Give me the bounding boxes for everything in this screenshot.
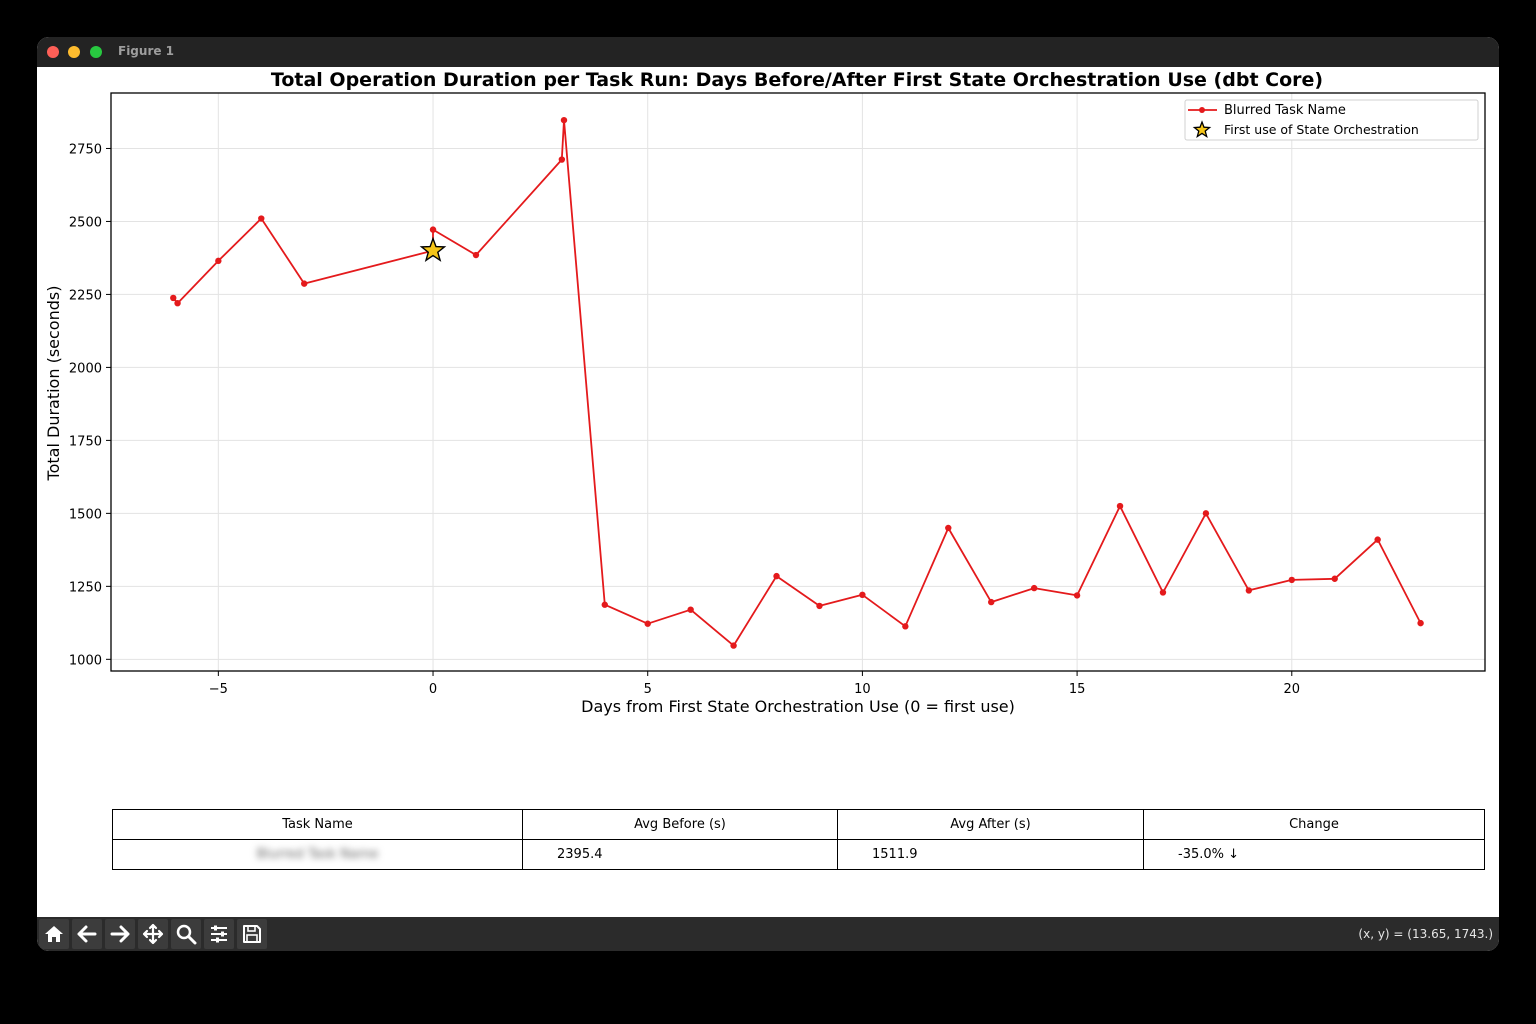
data-point bbox=[988, 598, 995, 606]
pan-icon bbox=[142, 923, 164, 945]
data-point bbox=[1073, 592, 1081, 599]
title-bar: Figure 1 bbox=[37, 37, 1499, 67]
legend-star-icon bbox=[1192, 120, 1212, 138]
data-point bbox=[174, 299, 181, 307]
data-point bbox=[1030, 584, 1038, 592]
x-tick-label: 5 bbox=[644, 682, 652, 697]
table-header-row: Task Name Avg Before (s) Avg After (s) C… bbox=[112, 809, 1485, 840]
axis-ticks: −5 0 5 10 15 20 1000 1250 1500 1750 2000 2250 2500 27… bbox=[69, 142, 1300, 697]
series-layer bbox=[170, 116, 1424, 649]
data-point bbox=[301, 280, 308, 287]
x-tick-label: −5 bbox=[209, 682, 228, 697]
data-point bbox=[945, 524, 952, 532]
data-point bbox=[902, 623, 909, 630]
data-point bbox=[258, 215, 265, 222]
back-icon bbox=[77, 925, 97, 943]
data-point bbox=[1288, 576, 1295, 584]
figure-window: Figure 1 Total Operation Duration per Ta… bbox=[37, 37, 1499, 951]
y-tick-label: 2000 bbox=[69, 361, 102, 376]
data-point bbox=[1202, 510, 1210, 517]
chart-title: Total Operation Duration per Task Run: D… bbox=[271, 69, 1323, 91]
grid bbox=[111, 93, 1485, 671]
data-point bbox=[687, 606, 694, 613]
legend-dot-swatch bbox=[1199, 107, 1205, 113]
y-tick-label: 1500 bbox=[69, 507, 102, 522]
y-tick-label: 2250 bbox=[69, 288, 102, 303]
summary-table: Task Name Avg Before (s) Avg After (s) C… bbox=[112, 809, 1485, 870]
line-chart: Total Operation Duration per Task Run: D… bbox=[44, 69, 1486, 716]
navigation-toolbar: (x, y) = (13.65, 1743.) bbox=[37, 917, 1499, 951]
data-point bbox=[1116, 502, 1124, 510]
data-point bbox=[1417, 619, 1424, 627]
series-line bbox=[172, 119, 1422, 647]
minimize-button[interactable] bbox=[68, 46, 80, 58]
data-point bbox=[1159, 589, 1167, 596]
figure-canvas[interactable]: Total Operation Duration per Task Run: D… bbox=[37, 67, 1499, 917]
data-point bbox=[1245, 587, 1253, 594]
data-point bbox=[170, 294, 177, 302]
legend-series-label: Blurred Task Name bbox=[1224, 103, 1346, 118]
legend: Blurred Task Name First use of State Orc… bbox=[1184, 99, 1479, 141]
configure-icon bbox=[211, 925, 227, 943]
x-axis-label: Days from First State Orchestration Use … bbox=[581, 697, 1015, 716]
y-tick-label: 1250 bbox=[69, 580, 102, 595]
home-button[interactable] bbox=[39, 919, 69, 949]
x-tick-label: 20 bbox=[1284, 682, 1301, 697]
axes-frame bbox=[110, 92, 1486, 672]
close-button[interactable] bbox=[47, 46, 59, 58]
data-point bbox=[560, 116, 568, 124]
data-point bbox=[859, 591, 866, 599]
cursor-coordinates: (x, y) = (13.65, 1743.) bbox=[1358, 927, 1493, 941]
configure-button[interactable] bbox=[204, 919, 234, 949]
y-axis-label: Total Duration (seconds) bbox=[44, 286, 63, 482]
zoom-icon bbox=[176, 924, 197, 945]
cell-avg-before: 2395.4 bbox=[522, 839, 838, 870]
header-task-name: Task Name bbox=[112, 809, 523, 840]
zoom-window-button[interactable] bbox=[90, 46, 102, 58]
data-point bbox=[773, 572, 780, 580]
x-tick-label: 0 bbox=[429, 682, 437, 697]
y-tick-label: 2500 bbox=[69, 215, 102, 230]
data-point bbox=[558, 156, 566, 163]
data-point bbox=[730, 642, 737, 649]
data-point bbox=[1374, 536, 1381, 543]
home-icon bbox=[45, 926, 63, 942]
data-point bbox=[472, 251, 480, 259]
x-tick-label: 15 bbox=[1069, 682, 1086, 697]
data-point bbox=[816, 602, 823, 610]
header-change: Change bbox=[1143, 809, 1485, 840]
first-use-star-marker bbox=[419, 236, 447, 262]
cell-task-name: Blurred Task Name bbox=[112, 839, 523, 870]
window-title: Figure 1 bbox=[118, 44, 175, 58]
y-tick-label: 1000 bbox=[69, 653, 102, 668]
data-point bbox=[1331, 575, 1338, 582]
back-button[interactable] bbox=[72, 919, 102, 949]
data-point bbox=[601, 601, 608, 608]
blurred-task-name: Blurred Task Name bbox=[256, 847, 379, 862]
data-point bbox=[644, 620, 651, 627]
zoom-button[interactable] bbox=[171, 919, 201, 949]
cell-avg-after: 1511.9 bbox=[837, 839, 1144, 870]
pan-button[interactable] bbox=[138, 919, 168, 949]
legend-marker-label: First use of State Orchestration bbox=[1224, 122, 1419, 137]
legend-frame bbox=[1184, 99, 1479, 141]
data-point bbox=[429, 226, 437, 233]
save-icon bbox=[243, 925, 261, 943]
y-tick-label: 2750 bbox=[69, 142, 102, 157]
forward-button[interactable] bbox=[105, 919, 135, 949]
save-button[interactable] bbox=[237, 919, 267, 949]
data-point bbox=[215, 257, 222, 265]
x-tick-label: 10 bbox=[854, 682, 871, 697]
header-avg-before: Avg Before (s) bbox=[522, 809, 838, 840]
header-avg-after: Avg After (s) bbox=[837, 809, 1144, 840]
cell-change: -35.0% ↓ bbox=[1143, 839, 1485, 870]
y-tick-label: 1750 bbox=[69, 434, 102, 449]
table-row: Blurred Task Name 2395.4 1511.9 -35.0% ↓ bbox=[112, 839, 1485, 870]
forward-icon bbox=[110, 925, 130, 943]
